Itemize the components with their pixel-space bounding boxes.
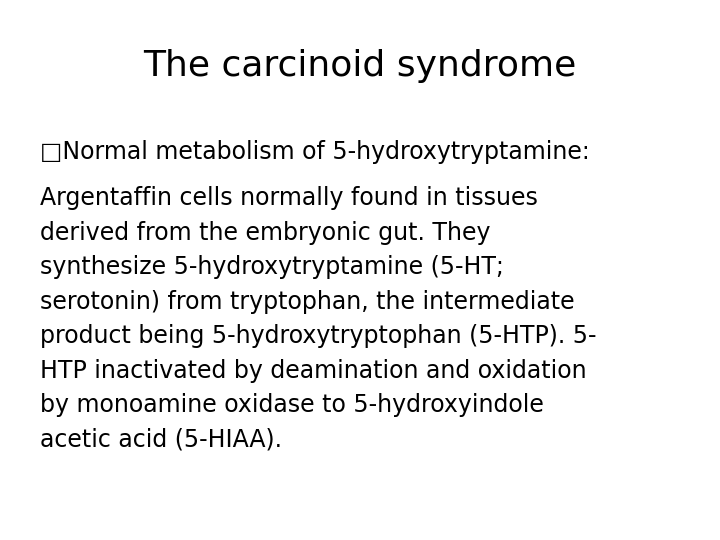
Text: □Normal metabolism of 5-hydroxytryptamine:: □Normal metabolism of 5-hydroxytryptamin…	[40, 140, 590, 164]
Text: Argentaffin cells normally found in tissues
derived from the embryonic gut. They: Argentaffin cells normally found in tiss…	[40, 186, 596, 451]
Text: The carcinoid syndrome: The carcinoid syndrome	[143, 49, 577, 83]
